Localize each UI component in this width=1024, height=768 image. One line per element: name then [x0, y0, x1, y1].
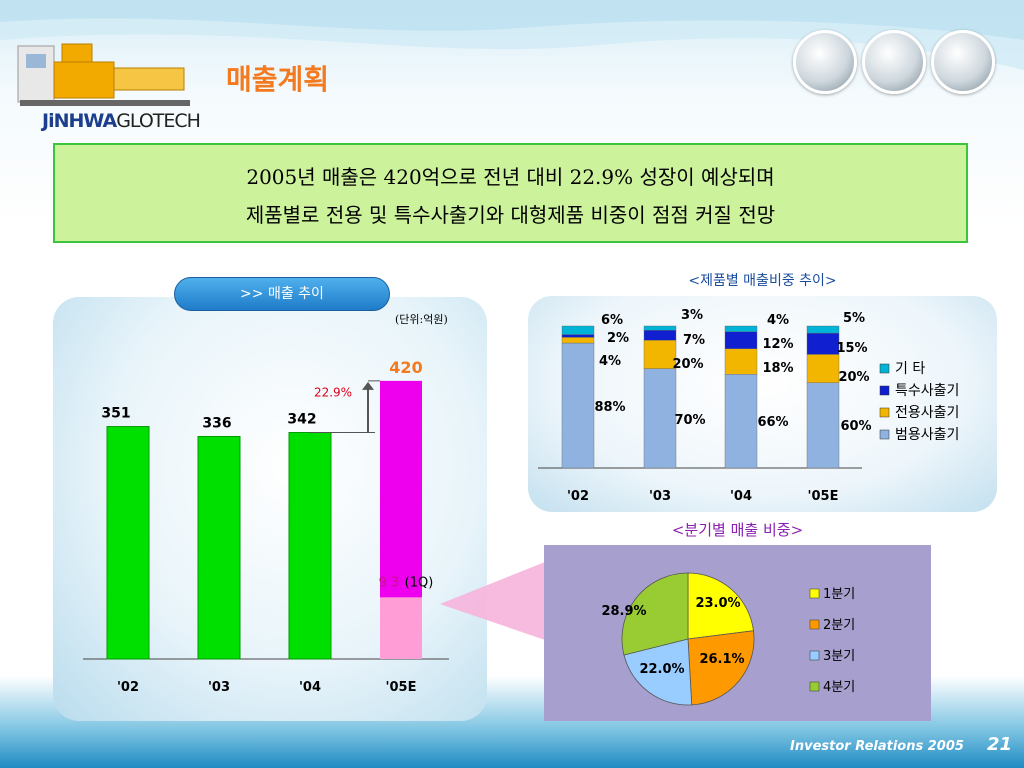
mix-label-0-1: 4%: [599, 354, 621, 369]
mix-label-0-0: 88%: [594, 400, 625, 415]
pie-label-1: 26.1%: [699, 652, 744, 667]
pie-legend-label-3: 4분기: [823, 680, 855, 695]
mix-label-2-1: 18%: [762, 361, 793, 376]
mix-label-1-1: 20%: [672, 357, 703, 372]
bar-3-remaining: [380, 380, 422, 598]
x-tick-label-1: '03: [208, 680, 230, 695]
mix-legend-swatch-0: [879, 429, 890, 440]
mix-label-3-3: 5%: [843, 311, 865, 326]
unit-label: (단위:억원): [395, 313, 448, 326]
pie-legend-swatch-1: [809, 619, 820, 630]
bar-3-q1: [380, 597, 422, 659]
mix-legend-swatch-1: [879, 407, 890, 418]
sales-trend-chart: 351 '02 336 '03 342 '04 9 3 (1Q) 22.9% 420 '05E: [83, 358, 449, 695]
x-tick-label-3: '05E: [386, 680, 417, 695]
mix-seg-2-2: [724, 331, 758, 349]
product-mix-chart: '02 '03 '04 '05E 88% 70% 66% 60% 4% 20% 18% 20% 2% 7%…: [538, 308, 959, 504]
mix-seg-0-0: [561, 342, 595, 469]
mix-x-tick-1: '03: [649, 489, 671, 504]
mix-seg-2-1: [724, 348, 758, 375]
mix-label-2-0: 66%: [757, 415, 788, 430]
pie-legend-swatch-3: [809, 681, 820, 692]
bar-1: [197, 435, 241, 660]
x-tick-label-0: '02: [117, 680, 139, 695]
summary-line-1: 2005년 매출은 420억으로 전년 대비 22.9% 성장이 예상되며: [246, 165, 775, 189]
mix-label-1-3: 3%: [681, 308, 703, 323]
quarterly-title: <분기별 매출 비중>: [671, 521, 804, 539]
mix-seg-1-0: [643, 368, 677, 469]
value-label-1: 336: [202, 415, 231, 431]
q1-value-label: 9 3: [379, 575, 400, 590]
mix-x-tick-0: '02: [567, 489, 589, 504]
bar-0: [106, 426, 150, 660]
company-logo: JiNHWAGLOTECH: [42, 110, 201, 132]
product-mix-panel: [528, 296, 997, 512]
mix-seg-3-2: [806, 332, 840, 355]
product-mix-title: <제품별 매출비중 추이>: [688, 273, 837, 289]
mix-legend-label-2: 특수사출기: [895, 383, 959, 399]
pie-slice-0: [687, 572, 754, 640]
mix-seg-0-2: [561, 334, 595, 338]
page-title: 매출계획: [226, 63, 330, 96]
mix-label-2-3: 4%: [767, 313, 789, 328]
mix-seg-3-1: [806, 354, 840, 384]
car-interior-photo: [793, 30, 857, 94]
pie-legend-label-1: 2분기: [823, 618, 855, 633]
footer-text: Investor Relations 2005: [790, 739, 964, 754]
value-label-2: 342: [287, 412, 316, 428]
sales-trend-label: >> 매출 추이: [174, 277, 390, 311]
mix-seg-1-2: [643, 330, 677, 341]
mix-seg-1-3: [643, 325, 677, 331]
mix-seg-3-3: [806, 325, 840, 334]
x-tick-label-2: '04: [299, 680, 321, 695]
mix-legend-label-3: 기 타: [895, 361, 925, 377]
growth-arrow-head: [362, 381, 374, 390]
injection-machine-image: [17, 43, 190, 106]
pie-legend-swatch-0: [809, 588, 820, 599]
growth-label: 22.9%: [314, 386, 352, 400]
laptop-photo: [931, 30, 995, 94]
mix-legend-label-0: 범용사출기: [895, 427, 959, 443]
mix-label-2-2: 12%: [762, 337, 793, 352]
callout-pointer: [440, 562, 545, 640]
q1-suffix-label: (1Q): [405, 575, 434, 590]
pie-label-0: 23.0%: [695, 596, 740, 611]
summary-box: 2005년 매출은 420억으로 전년 대비 22.9% 성장이 예상되며 제품…: [53, 143, 968, 243]
mix-legend-swatch-2: [879, 385, 890, 396]
mix-label-1-0: 70%: [674, 413, 705, 428]
pie-legend-swatch-2: [809, 650, 820, 661]
mix-x-tick-2: '04: [730, 489, 752, 504]
mix-seg-0-3: [561, 325, 595, 335]
mix-seg-2-0: [724, 374, 758, 469]
value-label-3: 420: [389, 358, 422, 377]
page-number: 21: [987, 734, 1013, 755]
mix-label-0-3: 6%: [601, 313, 623, 328]
mix-seg-0-1: [561, 337, 595, 344]
pie-slice-2: [623, 638, 693, 706]
mix-seg-1-1: [643, 340, 677, 369]
summary-line-2: 제품별로 전용 및 특수사출기와 대형제품 비중이 점점 커질 전망: [245, 203, 776, 227]
mix-label-3-2: 15%: [836, 341, 867, 356]
pie-legend-label-2: 3분기: [823, 649, 855, 664]
mix-legend-swatch-3: [879, 363, 890, 374]
mix-label-0-2: 2%: [607, 331, 629, 346]
mix-label-3-1: 20%: [838, 370, 869, 385]
mix-label-1-2: 7%: [683, 333, 705, 348]
mix-label-3-0: 60%: [840, 419, 871, 434]
pie-label-3: 28.9%: [601, 604, 646, 619]
mix-legend-label-1: 전용사출기: [895, 405, 959, 421]
pie-slice-1: [687, 630, 755, 706]
mix-seg-2-3: [724, 325, 758, 332]
mix-x-tick-3: '05E: [808, 489, 839, 504]
mobile-phone-photo: [862, 30, 926, 94]
quarterly-pie-chart: 23.0% 26.1% 22.0% 28.9% 1분기 2분기 3분기 4분기: [601, 572, 855, 706]
pie-slice-3: [621, 572, 689, 656]
bar-2: [288, 432, 332, 660]
pie-label-2: 22.0%: [639, 662, 684, 677]
value-label-0: 351: [101, 406, 130, 422]
mix-seg-3-0: [806, 382, 840, 469]
pie-legend-label-0: 1분기: [823, 587, 855, 602]
header-wave-decoration: [0, 0, 1024, 70]
